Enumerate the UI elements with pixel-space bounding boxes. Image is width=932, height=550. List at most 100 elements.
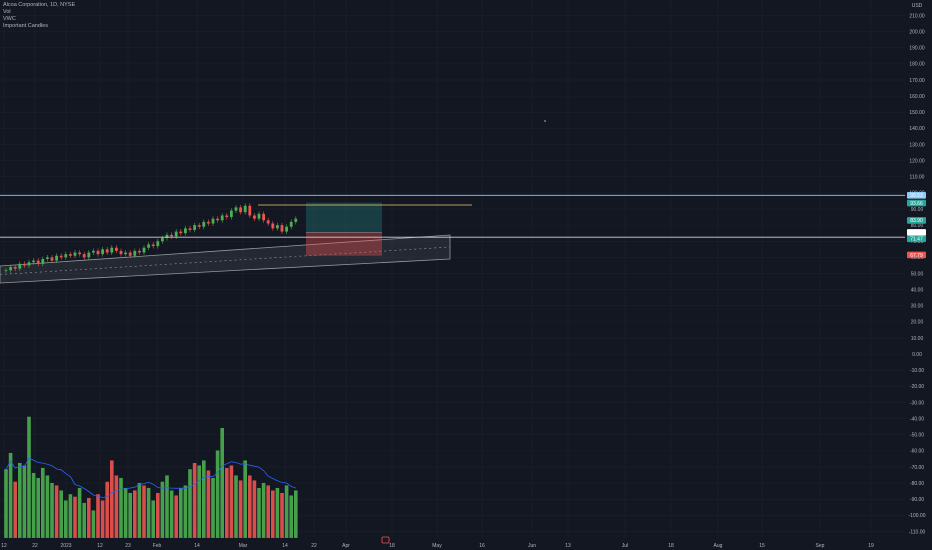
candle-body bbox=[82, 254, 86, 258]
price-tick-label: -10.00 bbox=[910, 368, 924, 374]
volume-bar bbox=[105, 481, 109, 538]
volume-bar bbox=[114, 475, 119, 538]
legend-volume[interactable]: Vol bbox=[3, 9, 11, 15]
candle-body bbox=[225, 215, 229, 218]
candle-body bbox=[23, 263, 26, 266]
time-tick-label: 15 bbox=[759, 543, 765, 549]
volume-bar bbox=[229, 465, 234, 538]
volume-bar bbox=[142, 485, 146, 538]
price-tag-box bbox=[907, 229, 926, 236]
price-tick-label: 50.00 bbox=[911, 271, 924, 277]
candle-body bbox=[32, 260, 35, 263]
volume-bar bbox=[234, 475, 238, 538]
time-tick-label: 16 bbox=[479, 543, 485, 549]
candle-body bbox=[184, 228, 187, 234]
legend-important-candles[interactable]: Important Candles bbox=[3, 23, 48, 29]
volume-bar bbox=[238, 480, 243, 538]
volume-bar bbox=[183, 485, 188, 538]
price-tick-label: -110.00 bbox=[909, 529, 926, 535]
time-tick-label: 23 bbox=[125, 543, 131, 549]
volume-bar bbox=[4, 469, 8, 538]
volume-bar bbox=[41, 467, 45, 538]
time-tick-label: Apr bbox=[342, 543, 350, 549]
volume-bar bbox=[192, 462, 197, 538]
candle-body bbox=[220, 215, 224, 221]
candle-body bbox=[115, 247, 118, 251]
candle-body bbox=[78, 252, 81, 255]
price-tick-label: 140.00 bbox=[909, 126, 925, 132]
price-tag-label: 83.90 bbox=[910, 218, 923, 224]
horizontal-levels[interactable] bbox=[0, 194, 905, 238]
price-tick-label: -40.00 bbox=[910, 416, 924, 422]
price-tick-label: 190.00 bbox=[909, 46, 925, 52]
candle-body bbox=[243, 205, 247, 213]
trend-channel[interactable] bbox=[0, 234, 451, 284]
candle-body bbox=[50, 257, 54, 261]
candle-body bbox=[138, 250, 141, 253]
vwc-line bbox=[5, 457, 296, 499]
volume-bar bbox=[64, 500, 68, 538]
volume-bar bbox=[91, 510, 96, 538]
candle-body bbox=[202, 221, 206, 227]
candle-body bbox=[156, 241, 160, 247]
candle-body bbox=[276, 225, 279, 229]
candle-body bbox=[128, 252, 132, 256]
volume-bar bbox=[73, 496, 77, 538]
volume-bar bbox=[165, 475, 169, 538]
price-tick-label: 180.00 bbox=[909, 62, 925, 68]
long-position-tool[interactable] bbox=[306, 202, 382, 256]
time-tick-label: 18 bbox=[389, 543, 395, 549]
volume-bar bbox=[211, 477, 215, 538]
channel-body[interactable] bbox=[0, 234, 451, 284]
volume-bar bbox=[202, 460, 206, 538]
volume-bar bbox=[27, 416, 31, 538]
price-tick-label: -80.00 bbox=[910, 481, 924, 487]
candle-body bbox=[46, 257, 49, 259]
time-axis[interactable]: 12 22 2023 12 23 Feb 14 Mar 14 22 Apr 18 May 16 Jun 13 J… bbox=[1, 543, 874, 549]
earnings-marker[interactable] bbox=[381, 536, 390, 544]
volume-bar bbox=[96, 494, 100, 538]
legend-symbol[interactable]: Alcoa Corporation, 1D, NYSE bbox=[3, 2, 76, 8]
time-tick-label: Jun bbox=[528, 543, 536, 549]
volume-bar bbox=[31, 472, 36, 538]
candle-body bbox=[248, 205, 252, 216]
price-tick-label: 150.00 bbox=[909, 110, 925, 116]
candle-body bbox=[271, 223, 275, 229]
time-tick-label: 18 bbox=[668, 543, 674, 549]
volume-bar bbox=[68, 494, 73, 538]
candle-body bbox=[59, 255, 63, 258]
volume-bar bbox=[197, 465, 201, 538]
volume-bar bbox=[174, 495, 178, 538]
candle-body bbox=[73, 252, 77, 256]
candle-body bbox=[207, 221, 210, 224]
price-tick-label: 40.00 bbox=[911, 287, 924, 293]
volume-bar bbox=[45, 475, 50, 538]
candle-body bbox=[18, 263, 22, 269]
volume-bar bbox=[119, 477, 123, 538]
time-tick-label: 14 bbox=[194, 543, 200, 549]
volume-bar bbox=[82, 502, 86, 538]
candle-body bbox=[230, 210, 233, 218]
loss-zone[interactable] bbox=[306, 232, 382, 256]
event-marker[interactable] bbox=[381, 536, 390, 544]
price-tick-label: -50.00 bbox=[910, 433, 924, 439]
volume-bar bbox=[294, 490, 298, 538]
time-tick-label: 12 bbox=[97, 543, 103, 549]
time-tick-label: 13 bbox=[565, 543, 571, 549]
profit-zone[interactable] bbox=[306, 202, 382, 233]
price-tag-label: 99.53 bbox=[910, 193, 923, 199]
volume-bar bbox=[77, 487, 82, 538]
candle-body bbox=[110, 247, 114, 253]
time-tick-label: 19 bbox=[868, 543, 874, 549]
time-tick-label: Sep bbox=[816, 543, 825, 549]
legend-vwc[interactable]: VWC bbox=[3, 16, 16, 22]
time-tick-label: 12 bbox=[1, 543, 7, 549]
currency-label: USD bbox=[912, 3, 923, 9]
candle-body bbox=[257, 213, 261, 219]
volume-bar bbox=[179, 487, 183, 538]
price-tick-label: 0.00 bbox=[912, 352, 922, 358]
time-tick-label: Jul bbox=[622, 543, 628, 549]
volume-bar bbox=[128, 492, 132, 538]
volume-bar bbox=[123, 487, 128, 538]
